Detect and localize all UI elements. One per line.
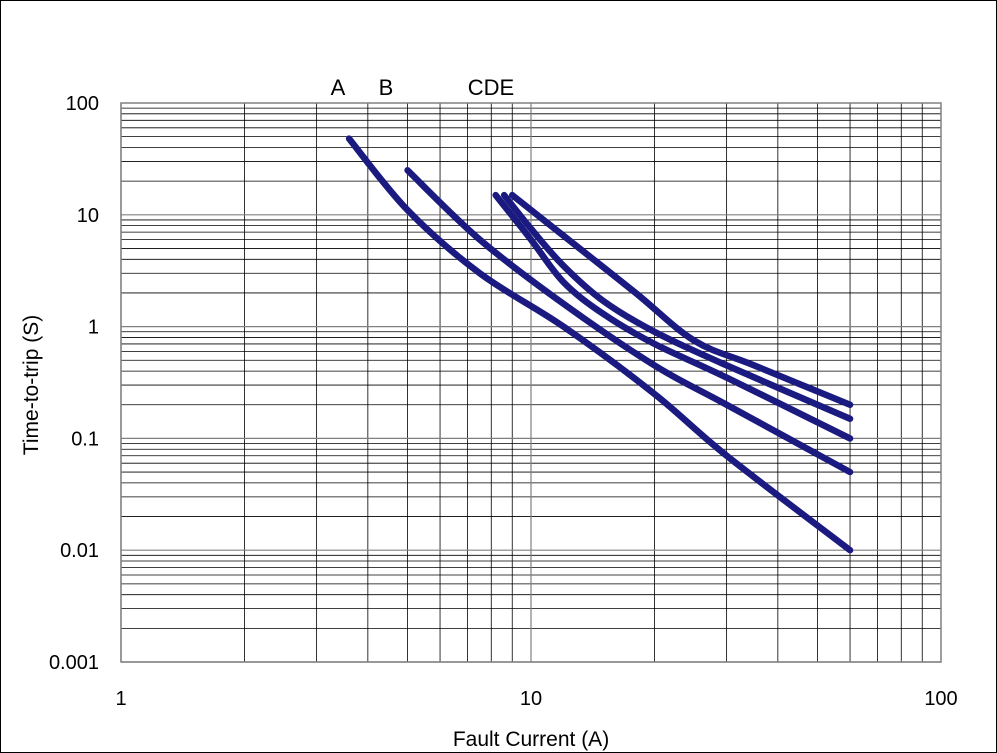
y-tick-label: 0.1 bbox=[71, 428, 99, 450]
y-axis-title: Time-to-trip (S) bbox=[20, 315, 43, 455]
curve-label-a: A bbox=[331, 75, 346, 100]
plot-area-border bbox=[120, 102, 942, 663]
x-axis-title: Fault Current (A) bbox=[453, 728, 609, 751]
x-tick-labels: 1 10 100 bbox=[115, 688, 957, 710]
series-line-3 bbox=[492, 191, 854, 442]
y-tick-label: 1 bbox=[88, 317, 99, 339]
series-layer bbox=[345, 135, 854, 554]
x-tick-label: 10 bbox=[520, 688, 542, 710]
y-tick-label: 0.01 bbox=[60, 540, 99, 562]
y-tick-labels: 0.001 0.01 0.1 1 10 100 bbox=[49, 93, 99, 674]
y-tick-label: 10 bbox=[77, 205, 99, 227]
x-tick-label: 100 bbox=[924, 688, 957, 710]
series-line-1 bbox=[345, 135, 854, 554]
grid-major bbox=[120, 103, 941, 663]
y-tick-label: 100 bbox=[66, 93, 99, 115]
curve-label-b: B bbox=[379, 75, 394, 100]
y-tick-label: 0.001 bbox=[49, 652, 99, 674]
series-line-4 bbox=[500, 191, 854, 422]
series-line-2 bbox=[404, 167, 854, 476]
curve-label-cde: CDE bbox=[468, 75, 514, 100]
series-line-5 bbox=[508, 191, 854, 408]
x-tick-label: 1 bbox=[115, 688, 126, 710]
